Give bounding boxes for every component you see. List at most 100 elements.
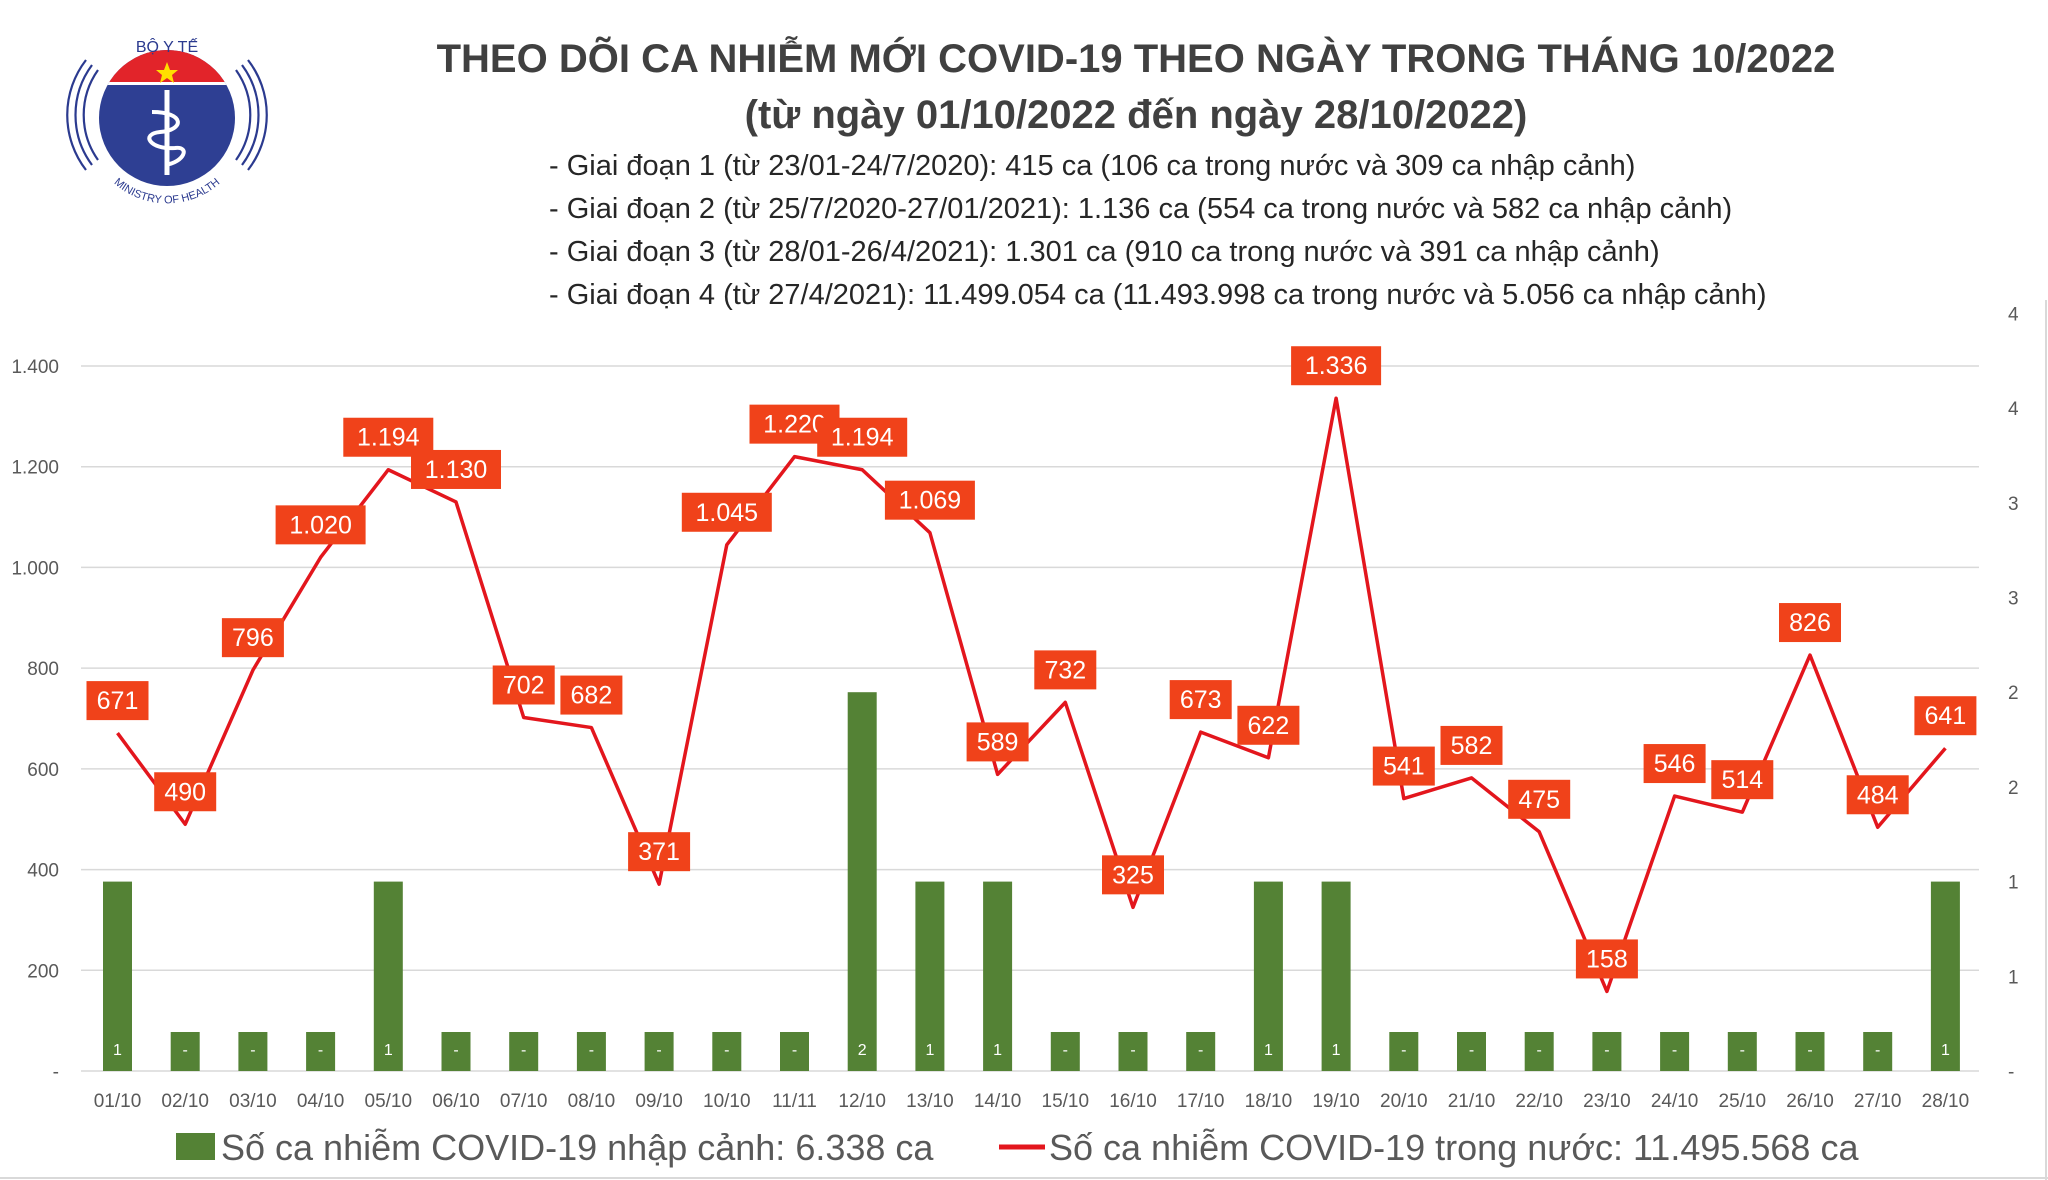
data-label-text: 582: [1451, 732, 1493, 760]
bar-data-label: -: [318, 1042, 323, 1059]
data-label-text: 490: [164, 778, 206, 806]
bar-data-label: -: [1469, 1042, 1474, 1059]
bar-data-label: -: [453, 1042, 458, 1059]
line-data-label: 671: [86, 681, 149, 721]
bar-imported-cases: [509, 1032, 539, 1071]
data-label-box: [1575, 939, 1638, 979]
data-label-text: 1.020: [289, 511, 352, 539]
x-axis-tick: 03/10: [229, 1091, 277, 1112]
bar-data-label: -: [792, 1042, 797, 1059]
data-label-box: [966, 722, 1029, 762]
bar-data-label: 1: [1332, 1042, 1341, 1059]
right-axis-tick: -: [2008, 1062, 2014, 1083]
data-label-text: 1.336: [1305, 352, 1368, 380]
line-data-label: 682: [560, 675, 623, 715]
data-label-box: [560, 675, 623, 715]
line-data-label: 702: [492, 665, 555, 705]
x-axis-tick: 20/10: [1380, 1091, 1428, 1112]
right-axis-tick: 2: [2008, 683, 2019, 704]
data-label-text: 371: [638, 838, 680, 866]
bar-data-label: 1: [993, 1042, 1002, 1059]
bar-data-label: -: [589, 1042, 594, 1059]
data-label-text: 514: [1721, 766, 1763, 794]
left-axis-tick: 800: [27, 659, 59, 680]
x-axis-tick: 02/10: [161, 1091, 209, 1112]
data-label-text: 702: [503, 671, 545, 699]
data-label-text: 796: [232, 624, 274, 652]
x-axis-tick: 07/10: [500, 1091, 548, 1112]
bar-imported-cases: [1186, 1032, 1216, 1071]
x-axis-tick: 12/10: [838, 1091, 886, 1112]
bar-imported-cases: [576, 1032, 606, 1071]
bar-data-label: -: [250, 1042, 255, 1059]
data-label-box: [628, 832, 691, 872]
line-data-label: 589: [966, 722, 1029, 762]
legend: Số ca nhiễm COVID-19 nhập cảnh: 6.338 ca…: [176, 1127, 1859, 1168]
bar-data-label: -: [1672, 1042, 1677, 1059]
bar-data-label: 1: [384, 1042, 393, 1059]
line-data-label: 582: [1440, 725, 1503, 765]
bar-data-label: 1: [113, 1042, 122, 1059]
x-axis-tick: 19/10: [1312, 1091, 1360, 1112]
left-axis-tick: 1.200: [11, 458, 59, 479]
data-label-text: 1.220: [763, 411, 826, 439]
line-data-label: 490: [154, 772, 217, 812]
bar-imported-cases: [1660, 1032, 1690, 1071]
x-axis-tick: 28/10: [1922, 1091, 1970, 1112]
bar-data-label: -: [1063, 1042, 1068, 1059]
bar-imported-cases: [780, 1032, 809, 1071]
line-data-label: 325: [1102, 855, 1164, 895]
data-label-box: [221, 618, 284, 658]
line-data-label: 622: [1237, 705, 1300, 745]
bar-data-label: -: [1740, 1042, 1745, 1059]
bar-data-label: -: [1875, 1042, 1880, 1059]
data-label-text: 673: [1180, 686, 1222, 714]
bar-imported-cases: [644, 1032, 674, 1071]
right-axis-tick: 4: [2008, 304, 2019, 325]
data-label-text: 541: [1383, 753, 1425, 781]
bar-imported-cases: [1863, 1032, 1893, 1071]
line-data-label: 371: [628, 832, 691, 872]
data-label-box: [86, 681, 149, 721]
data-label-text: 158: [1586, 945, 1628, 973]
x-axis-tick: 13/10: [906, 1091, 954, 1112]
left-axis-tick: 600: [27, 760, 59, 781]
bar-imported-cases: [1118, 1032, 1148, 1071]
bar-data-label: -: [724, 1042, 729, 1059]
line-data-label: 732: [1034, 650, 1097, 690]
bar-data-label: -: [1537, 1042, 1542, 1059]
x-axis-tick: 25/10: [1719, 1091, 1767, 1112]
data-label-box: [411, 449, 501, 489]
right-axis-tick: 1: [2008, 873, 2019, 894]
x-axis-tick: 27/10: [1854, 1091, 1902, 1112]
bar-imported-cases: [1457, 1032, 1486, 1071]
legend-bar-label: Số ca nhiễm COVID-19 nhập cảnh: 6.338 ca: [221, 1127, 934, 1168]
data-label-text: 325: [1112, 861, 1154, 889]
x-axis-tick: 10/10: [703, 1091, 751, 1112]
x-axis-tick: 09/10: [635, 1091, 683, 1112]
x-axis-tick: 11/11: [772, 1091, 817, 1112]
bar-data-label: -: [1198, 1042, 1203, 1059]
bar-imported-cases: [103, 881, 132, 1071]
phase-2-note: - Giai đoạn 2 (từ 25/7/2020-27/01/2021):…: [549, 193, 1732, 225]
x-axis-tick: 16/10: [1109, 1091, 1157, 1112]
x-axis-tick: 21/10: [1448, 1091, 1496, 1112]
x-axis-tick: 22/10: [1515, 1091, 1563, 1112]
data-label-box: [1372, 746, 1435, 786]
bar-data-label: -: [1604, 1042, 1609, 1059]
data-label-box: [1291, 346, 1382, 386]
data-label-text: 475: [1518, 786, 1560, 814]
bar-imported-cases: [1321, 881, 1351, 1071]
left-axis-tick: 200: [27, 961, 59, 982]
line-data-label: 514: [1711, 760, 1774, 800]
data-label-text: 732: [1044, 656, 1086, 684]
x-axis-tick: 01/10: [94, 1091, 142, 1112]
bar-data-label: -: [1130, 1042, 1135, 1059]
x-axis-tick: 05/10: [365, 1091, 413, 1112]
data-label-text: 589: [977, 728, 1019, 756]
data-label-box: [1440, 725, 1503, 765]
right-axis-tick: 3: [2008, 494, 2019, 515]
bar-imported-cases: [1253, 881, 1283, 1071]
data-label-box: [1643, 744, 1706, 784]
bar-imported-cases: [170, 1032, 200, 1071]
